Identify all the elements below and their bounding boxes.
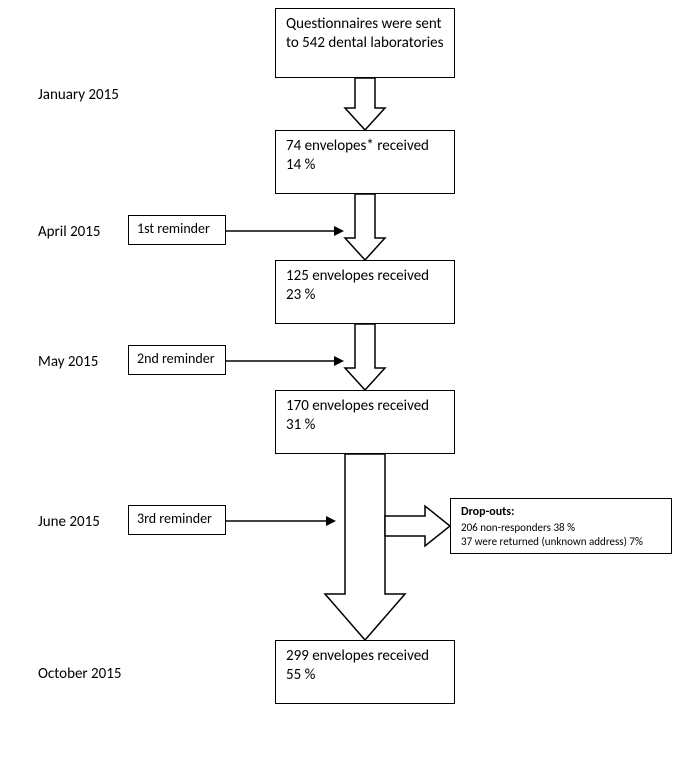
date-label-june: June 2015 [38, 513, 100, 531]
node-text-line1: 299 envelopes received [286, 647, 444, 666]
node-text-line1: 74 envelopes* received [286, 137, 444, 156]
node-text-line1: 170 envelopes received [286, 397, 444, 416]
node-125-received: 125 envelopes received 23 % [275, 260, 455, 324]
node-text: 2nd reminder [137, 350, 215, 367]
dropouts-line2: 37 were returned (unknown address) 7% [461, 535, 661, 549]
node-questionnaires-sent: Questionnaires were sent to 542 dental l… [275, 8, 455, 78]
date-label-october: October 2015 [38, 665, 121, 683]
node-text-line2: 55 % [286, 666, 444, 685]
dropouts-line1: 206 non-responders 38 % [461, 521, 661, 535]
date-label-april: April 2015 [38, 223, 100, 241]
node-text-line1: 125 envelopes received [286, 267, 444, 286]
node-text-line2: 14 % [286, 156, 444, 175]
arrow-n3-n4-icon [340, 324, 390, 390]
date-label-january: January 2015 [38, 86, 119, 104]
arrow-n2-n3-icon [340, 194, 390, 260]
node-74-received: 74 envelopes* received 14 % [275, 130, 455, 194]
flowchart-canvas: January 2015 April 2015 May 2015 June 20… [0, 0, 700, 777]
node-170-received: 170 envelopes received 31 % [275, 390, 455, 454]
arrow-r3-icon [226, 514, 338, 528]
node-text-line2: 23 % [286, 286, 444, 305]
node-2nd-reminder: 2nd reminder [128, 345, 226, 375]
node-text-line2: 31 % [286, 416, 444, 435]
arrow-to-dropouts-icon [385, 504, 450, 548]
arrow-r1-icon [226, 224, 346, 238]
arrow-r2-icon [226, 354, 346, 368]
node-text: 3rd reminder [137, 510, 212, 527]
date-label-may: May 2015 [38, 353, 98, 371]
node-dropouts: Drop-outs: 206 non-responders 38 % 37 we… [450, 498, 672, 554]
node-299-received: 299 envelopes received 55 % [275, 640, 455, 704]
node-text: Questionnaires were sent to 542 dental l… [286, 15, 444, 52]
node-1st-reminder: 1st reminder [128, 215, 226, 245]
dropouts-title: Drop-outs: [461, 505, 661, 521]
node-3rd-reminder: 3rd reminder [128, 505, 226, 535]
arrow-n1-n2-icon [340, 78, 390, 130]
node-text: 1st reminder [137, 220, 210, 237]
